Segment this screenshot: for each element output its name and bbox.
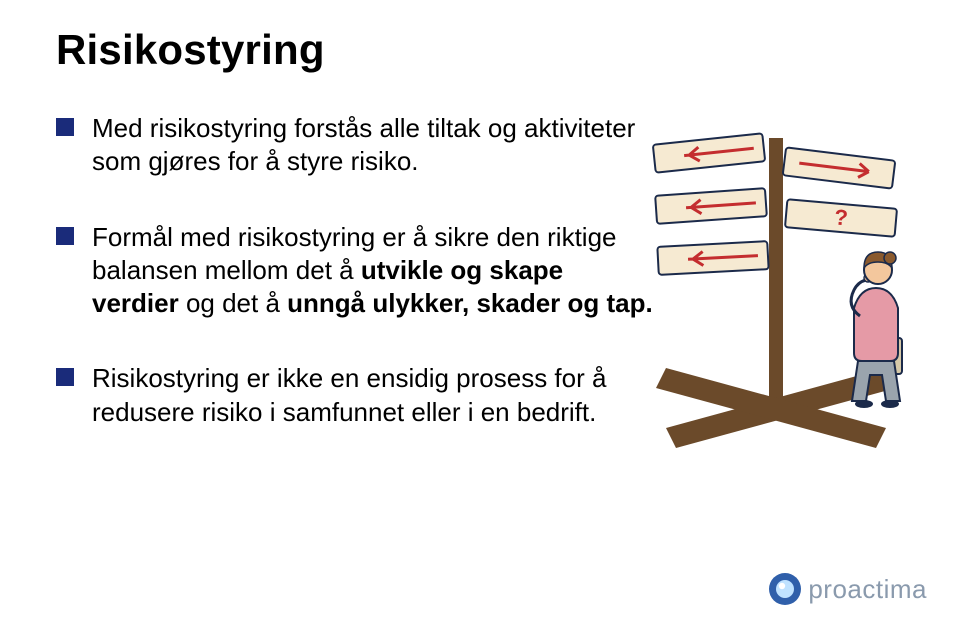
logo-text: proactima [808, 574, 927, 605]
page-title: Risikostyring [56, 26, 903, 74]
brand-logo: proactima [768, 572, 927, 606]
bullet-text: Med risikostyring forstås alle tiltak og… [92, 113, 635, 176]
slide: Risikostyring Med risikostyring forstås … [0, 0, 959, 626]
logo-icon [768, 572, 802, 606]
bullet-text: og det å [179, 288, 287, 318]
bullet-item: Med risikostyring forstås alle tiltak og… [56, 112, 656, 179]
signpost-illustration: ? [639, 118, 929, 478]
svg-text:?: ? [833, 204, 849, 230]
bullet-item: Formål med risikostyring er å sikre den … [56, 221, 656, 321]
bullet-bold: unngå ulykker, skader og tap. [287, 288, 653, 318]
bullet-text: Risikostyring er ikke en ensidig prosess… [92, 363, 606, 426]
bullet-list: Med risikostyring forstås alle tiltak og… [56, 112, 656, 429]
bullet-item: Risikostyring er ikke en ensidig prosess… [56, 362, 656, 429]
signpost-svg: ? [639, 118, 929, 478]
